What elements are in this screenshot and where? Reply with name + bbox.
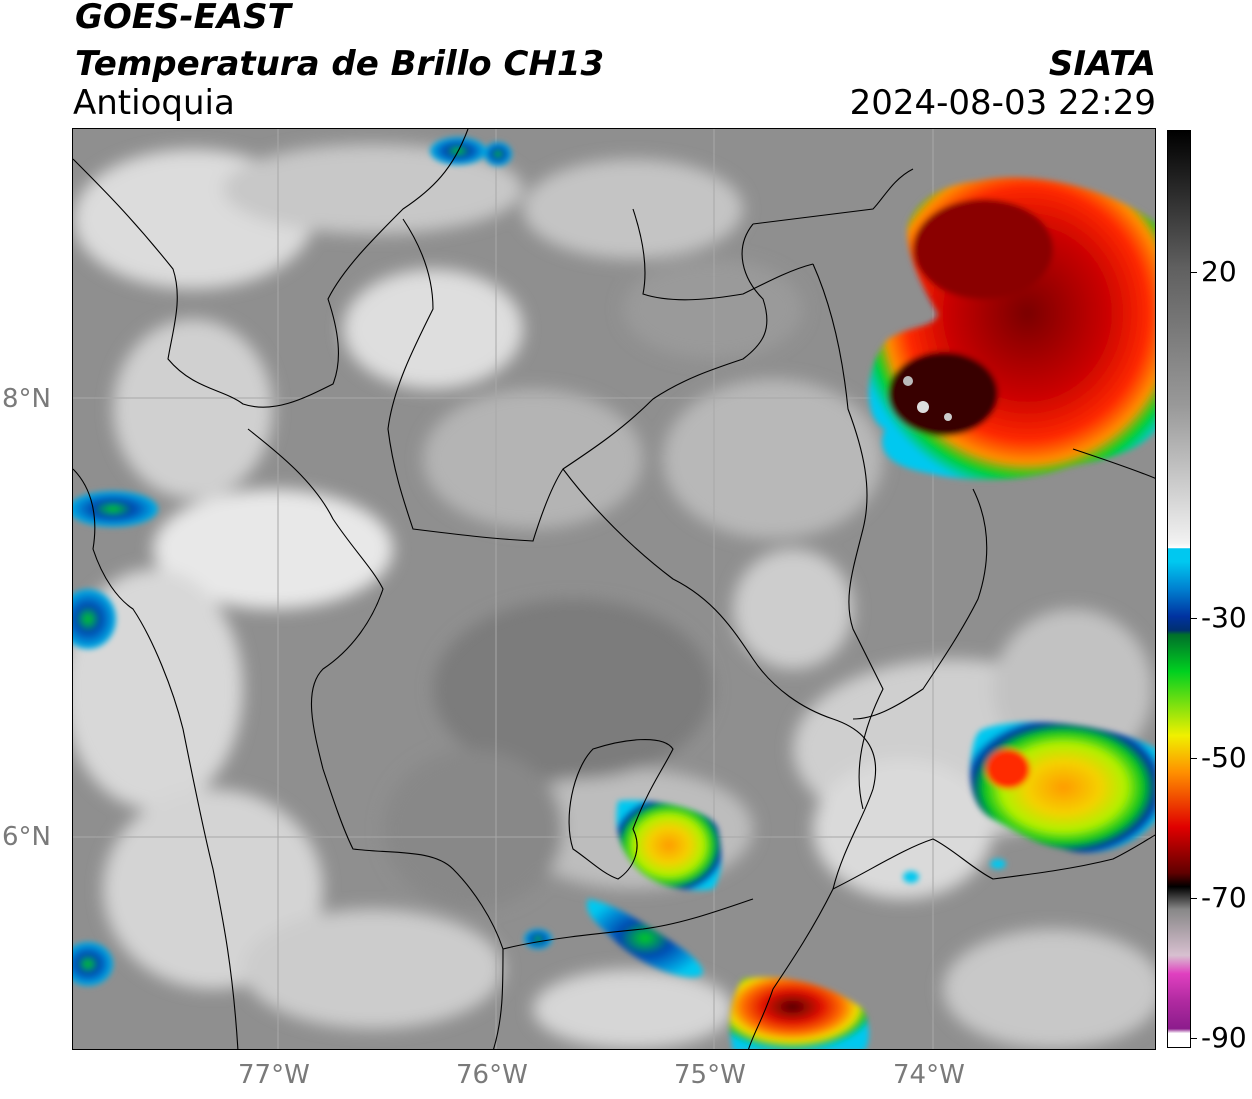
lon-label-74w: 74°W bbox=[893, 1060, 965, 1090]
cb-label-m70: -70 bbox=[1201, 881, 1247, 914]
boundaries bbox=[73, 129, 1155, 1049]
region-label: Antioquia bbox=[73, 83, 235, 123]
cb-label-20: 20 bbox=[1201, 255, 1237, 288]
agency-label: SIATA bbox=[1048, 44, 1156, 84]
cb-tick-m90 bbox=[1191, 1038, 1197, 1039]
title-product: Temperatura de Brillo CH13 bbox=[75, 44, 605, 84]
cb-label-m90: -90 bbox=[1201, 1021, 1247, 1054]
cb-tick-20 bbox=[1191, 272, 1197, 273]
map-imagery bbox=[73, 129, 1155, 1049]
lon-label-77w: 77°W bbox=[238, 1060, 310, 1090]
cb-label-m30: -30 bbox=[1201, 601, 1247, 634]
cb-tick-m50 bbox=[1191, 758, 1197, 759]
lat-label-8n: 8°N bbox=[2, 384, 51, 414]
cb-tick-m70 bbox=[1191, 898, 1197, 899]
lat-label-6n: 6°N bbox=[2, 822, 51, 852]
colorbar bbox=[1167, 130, 1191, 1048]
cloud-texture bbox=[73, 144, 1155, 1049]
cb-label-m50: -50 bbox=[1201, 741, 1247, 774]
datetime-label: 2024-08-03 22:29 bbox=[849, 83, 1156, 123]
cb-tick-m30 bbox=[1191, 618, 1197, 619]
lon-label-75w: 75°W bbox=[674, 1060, 746, 1090]
satellite-map[interactable] bbox=[72, 128, 1156, 1050]
title-satellite: GOES-EAST bbox=[75, 0, 291, 37]
lon-label-76w: 76°W bbox=[456, 1060, 528, 1090]
storm-cells bbox=[73, 137, 1155, 1049]
